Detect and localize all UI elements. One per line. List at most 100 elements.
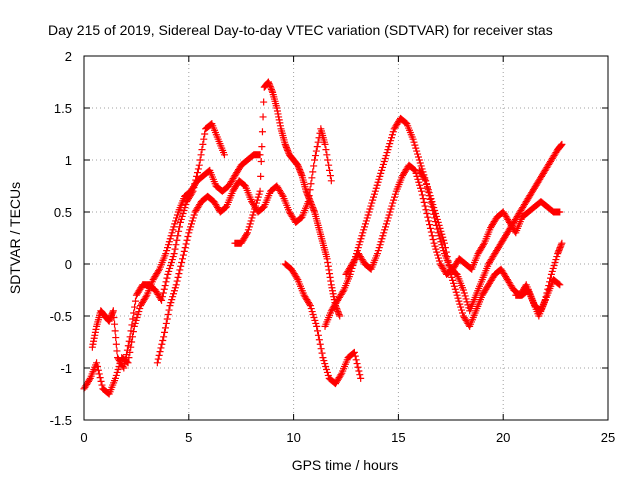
data-point — [168, 296, 176, 304]
data-point — [192, 176, 200, 184]
data-point — [93, 359, 101, 367]
data-point — [370, 190, 378, 198]
data-point — [411, 141, 419, 149]
data-point — [179, 209, 187, 217]
data-point — [410, 138, 418, 146]
data-point — [310, 313, 318, 321]
data-point — [130, 309, 138, 317]
data-point — [424, 213, 432, 221]
data-point — [129, 315, 137, 323]
data-point — [423, 209, 431, 217]
data-point — [410, 166, 418, 174]
data-point — [178, 259, 186, 267]
data-point — [547, 274, 555, 282]
data-point — [417, 187, 425, 195]
data-point — [385, 211, 393, 219]
data-point — [188, 189, 196, 197]
data-point — [254, 193, 262, 201]
data-point — [169, 253, 177, 261]
data-point — [383, 149, 391, 157]
data-point — [109, 307, 117, 315]
data-point — [556, 281, 564, 289]
data-point — [363, 214, 371, 222]
data-point — [111, 374, 119, 382]
data-point — [256, 151, 264, 159]
data-point — [314, 327, 322, 335]
y-tick-labels: -1.5 -1 -0.5 0 0.5 1 1.5 2 — [50, 49, 72, 428]
data-point — [161, 328, 169, 336]
data-point — [197, 151, 205, 159]
data-point — [123, 346, 131, 354]
data-point — [378, 235, 386, 243]
data-point — [246, 220, 254, 228]
data-point — [375, 175, 383, 183]
x-axis-label: GPS time / hours — [292, 457, 399, 473]
data-point — [370, 193, 378, 201]
x-tick-label: 0 — [80, 430, 87, 445]
data-point — [368, 199, 376, 207]
data-point — [372, 184, 380, 192]
data-point — [432, 212, 440, 220]
axis-ticks — [83, 55, 609, 421]
data-point — [160, 333, 168, 341]
data-point — [382, 223, 390, 231]
data-point — [305, 300, 313, 308]
data-point — [163, 315, 171, 323]
data-point — [306, 302, 314, 310]
data-point — [458, 306, 466, 314]
data-point — [256, 187, 264, 195]
data-point — [361, 223, 369, 231]
data-point — [552, 256, 560, 264]
data-point — [162, 278, 170, 286]
data-point — [551, 259, 559, 267]
data-point — [420, 198, 428, 206]
data-point — [180, 207, 188, 215]
data-point — [421, 175, 429, 183]
data-point — [454, 294, 462, 302]
data-point — [250, 208, 258, 216]
data-point — [428, 232, 436, 240]
data-point — [179, 255, 187, 263]
data-point — [339, 287, 347, 295]
x-tick-label: 10 — [286, 430, 300, 445]
data-point — [379, 160, 387, 168]
data-point — [158, 293, 166, 301]
data-point — [367, 202, 375, 210]
data-point — [132, 297, 140, 305]
x-tick-label: 15 — [391, 430, 405, 445]
data-point — [309, 168, 317, 176]
data-point — [376, 172, 384, 180]
data-point — [375, 244, 383, 252]
data-point — [113, 347, 121, 355]
data-point — [390, 196, 398, 204]
data-point — [173, 236, 181, 244]
data-point — [409, 135, 417, 143]
data-point — [128, 321, 136, 329]
data-point — [357, 235, 365, 243]
data-point — [249, 211, 257, 219]
data-point — [423, 183, 431, 191]
data-point — [131, 319, 139, 327]
data-point — [351, 352, 359, 360]
data-point — [124, 342, 132, 350]
data-point — [414, 175, 422, 183]
data-point — [386, 208, 394, 216]
data-point — [112, 334, 120, 342]
data-point — [353, 360, 361, 368]
data-point — [441, 239, 449, 247]
y-tick-label: 2 — [65, 49, 72, 64]
data-point — [159, 289, 167, 297]
data-point — [416, 159, 424, 167]
data-point — [429, 201, 437, 209]
data-point — [449, 276, 457, 284]
y-axis-label: SDTVAR / TECUs — [7, 182, 23, 294]
data-point — [430, 204, 438, 212]
data-point — [171, 220, 179, 228]
y-tick-label: -1.5 — [50, 413, 72, 428]
y-tick-label: -0.5 — [50, 309, 72, 324]
data-point — [185, 229, 193, 237]
data-point — [310, 162, 318, 170]
data-point — [337, 371, 345, 379]
data-point — [155, 267, 163, 275]
data-point — [97, 377, 105, 385]
